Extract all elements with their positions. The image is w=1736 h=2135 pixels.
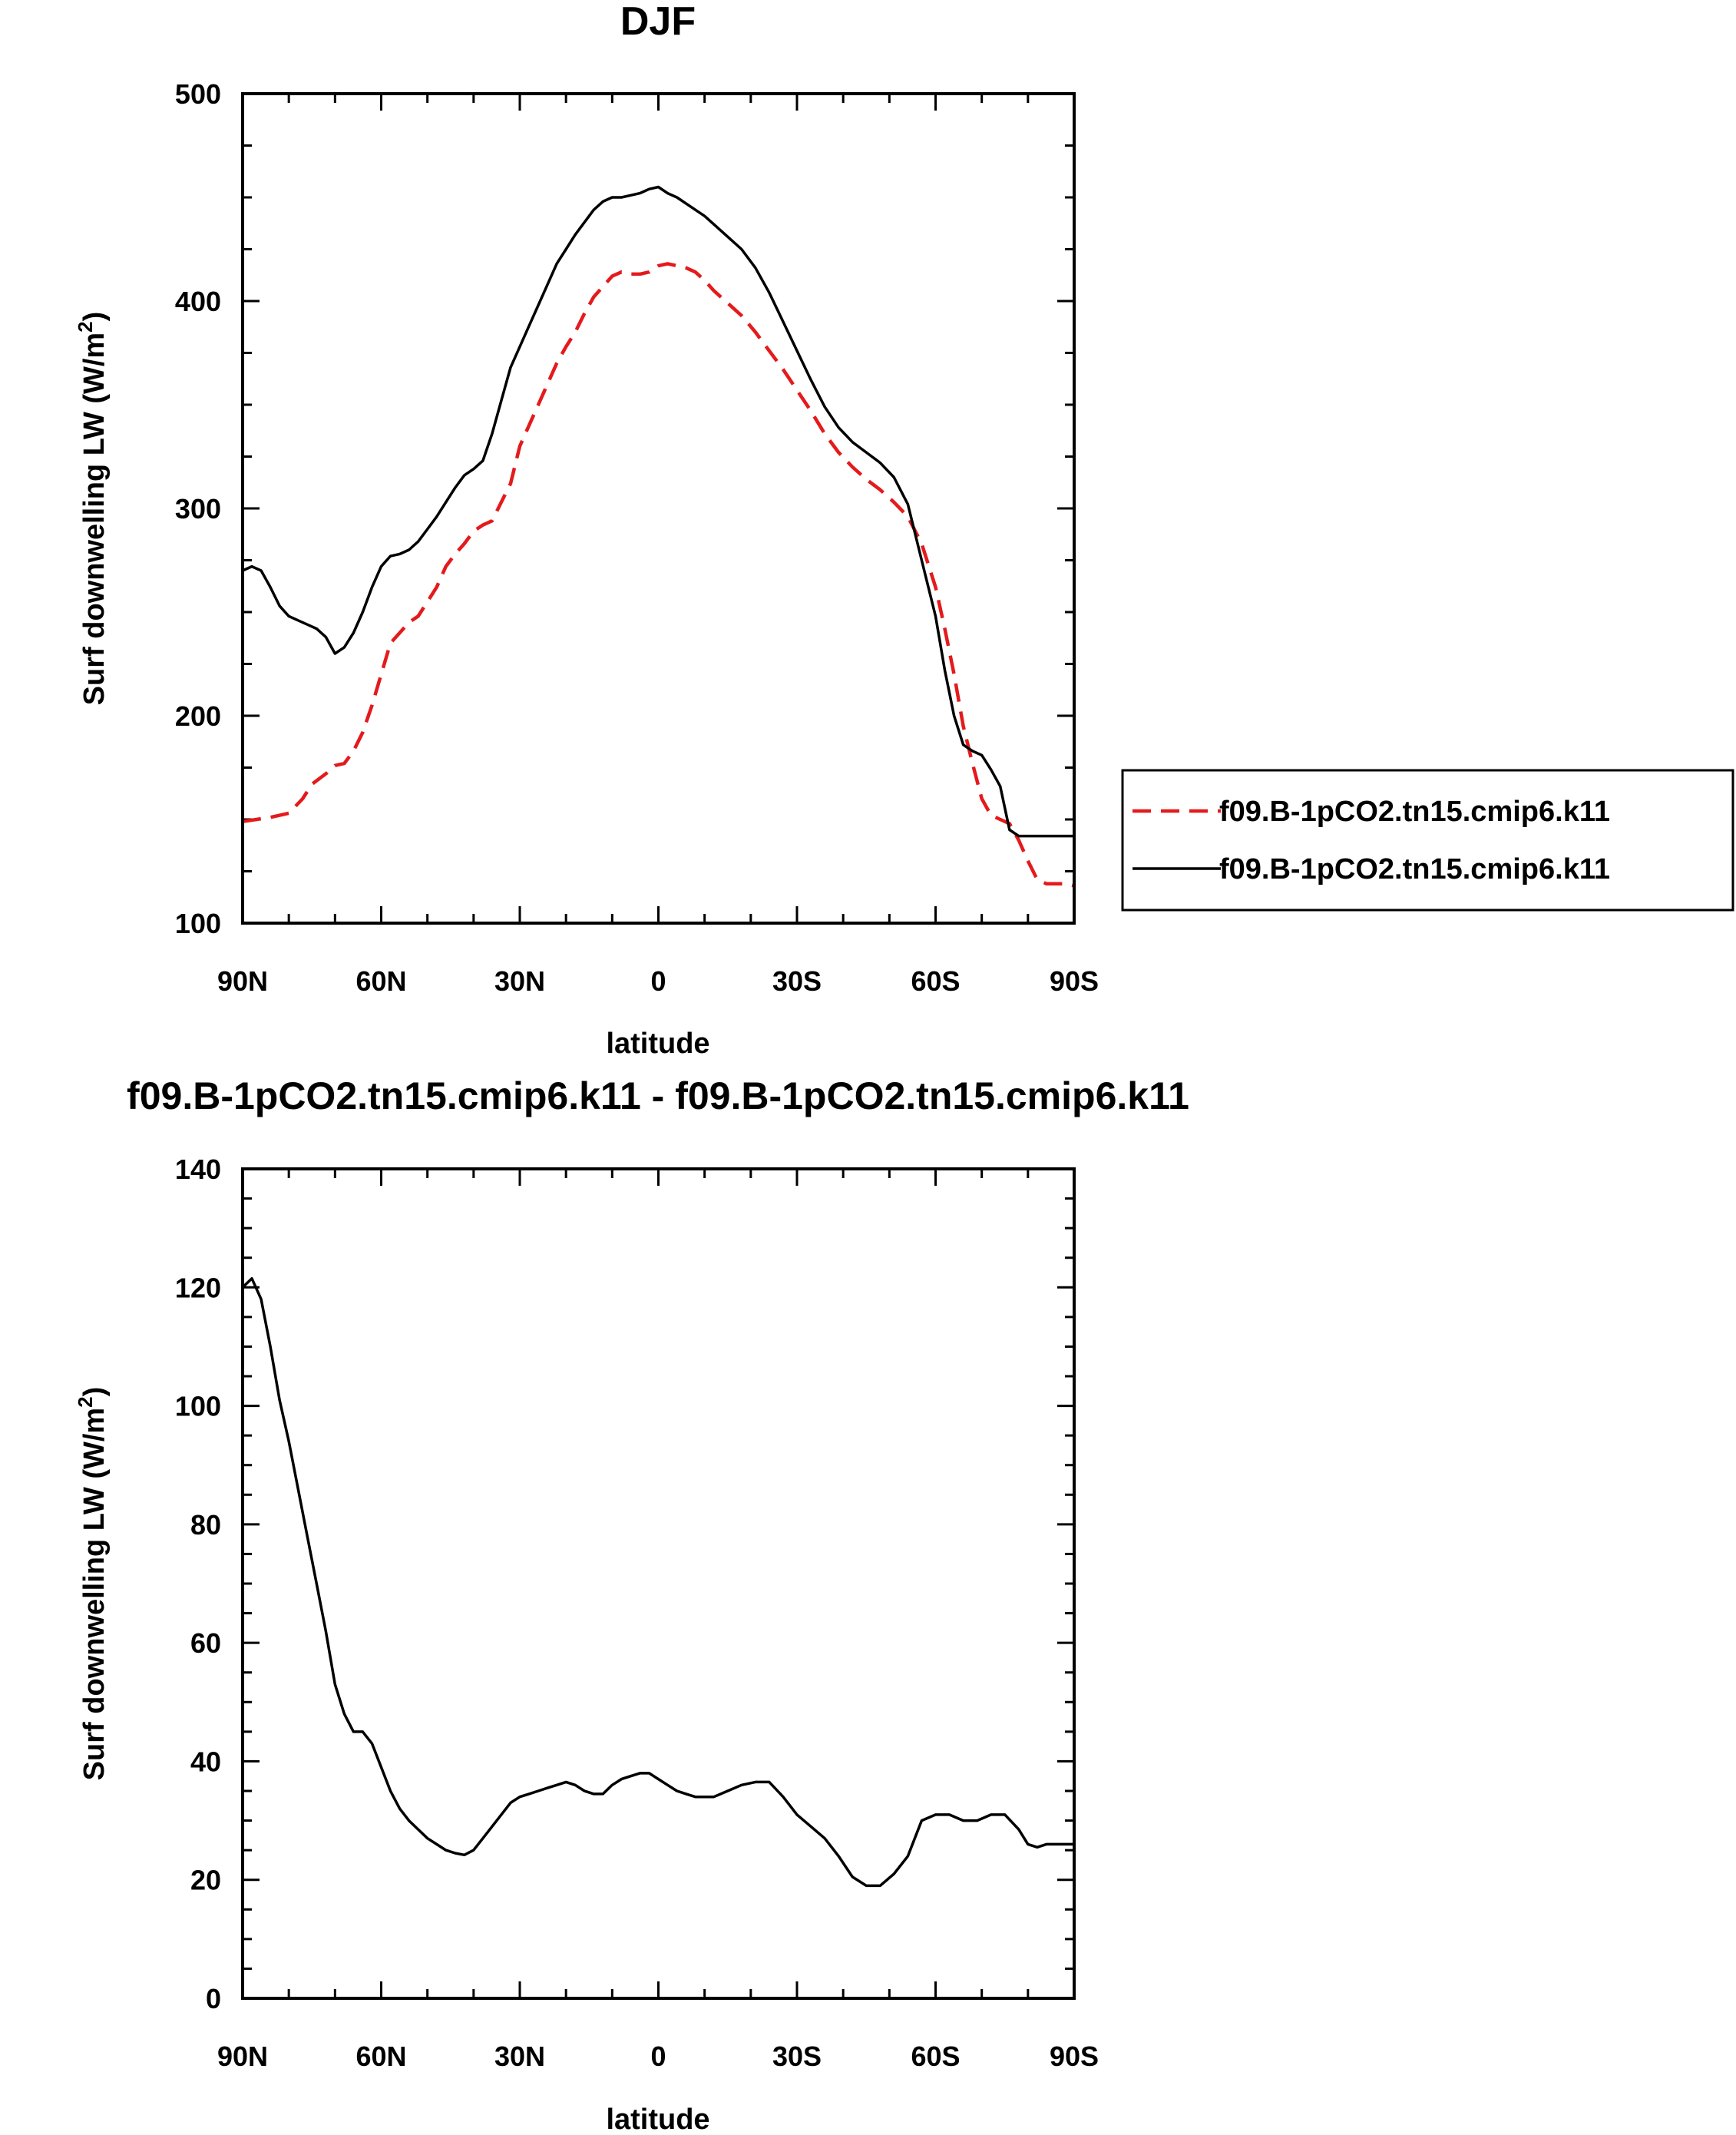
x-axis-label: latitude [606,1028,709,1060]
y-tick-label: 300 [175,493,221,525]
x-tick-label: 90S [1050,965,1099,997]
y-tick-label: 100 [175,1391,221,1422]
x-tick-label: 90N [217,965,268,997]
y-tick-label: 60 [190,1627,221,1659]
plot-frame [243,94,1074,923]
top-panel: DJF 90N 60N 30N 0 30S 60S 90S 100200300400500 … [74,0,1733,1060]
legend-entry: f09.B-1pCO2.tn15.cmip6.k11 [1219,853,1610,885]
x-tick-label: 30S [772,2041,822,2072]
tick-marks [243,1169,1074,1998]
y-tick-label: 400 [175,286,221,317]
legend-box [1123,770,1733,910]
y-tick-labels: 100 200 300 400 500 [175,78,221,939]
plot-frame [243,1169,1074,1998]
y-tick-label: 20 [190,1865,221,1896]
y-tick-label: 0 [206,1983,221,2014]
x-tick-label: 60S [911,2041,960,2072]
y-tick-label: 120 [175,1272,221,1303]
series-lines [243,187,1074,886]
y-tick-label: 200 [175,700,221,732]
x-tick-labels: 90N 60N 30N 0 30S 60S 90S [217,965,1099,997]
x-tick-label: 0 [650,965,666,997]
x-tick-label: 30S [772,965,822,997]
x-tick-label: 90S [1050,2041,1099,2072]
y-tick-label: 80 [190,1509,221,1541]
y-tick-label: 100 [175,908,221,939]
x-axis-label: latitude [606,2104,709,2135]
series-lines [243,1279,1074,1886]
series-line-solid-black [243,187,1074,836]
x-tick-label: 30N [494,2041,545,2072]
y-tick-labels: 0 20 40 60 80 100 120 140 [175,1154,221,2014]
y-tick-label: 40 [190,1746,221,1777]
series-line-dashed-red [243,263,1074,885]
series-line-solid-black [243,1279,1074,1886]
x-tick-label: 90N [217,2041,268,2072]
y-tick-label: 500 [175,78,221,110]
legend-entry: f09.B-1pCO2.tn15.cmip6.k11 [1219,796,1610,828]
x-tick-label: 30N [494,965,545,997]
y-axis-label: Surf downwelling LW (W/m2) [74,1387,111,1781]
x-tick-label: 60N [355,965,406,997]
chart-title: f09.B-1pCO2.tn15.cmip6.k11 - f09.B-1pCO2… [127,1074,1189,1117]
legend: f09.B-1pCO2.tn15.cmip6.k11 f09.B-1pCO2.t… [1123,770,1733,910]
chart-title: DJF [620,0,696,44]
tick-marks [243,94,1074,923]
bottom-panel: f09.B-1pCO2.tn15.cmip6.k11 - f09.B-1pCO2… [74,1074,1189,2135]
y-axis-label: Surf downwelling LW (W/m2) [74,312,111,706]
y-tick-label: 140 [175,1154,221,1185]
x-tick-label: 60S [911,965,960,997]
x-tick-labels: 90N 60N 30N 0 30S 60S 90S [217,2041,1099,2072]
x-tick-label: 60N [355,2041,406,2072]
x-tick-label: 0 [650,2041,666,2072]
